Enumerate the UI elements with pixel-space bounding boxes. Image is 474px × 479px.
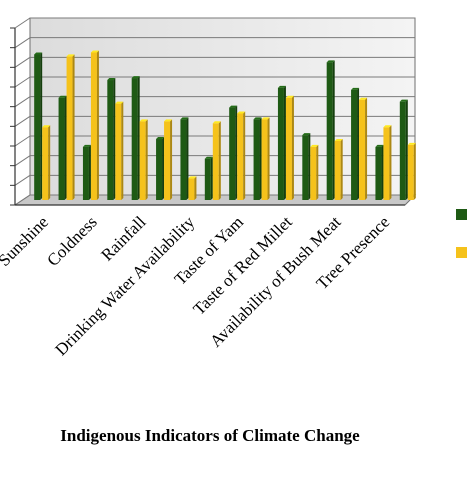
bar-1-14: [351, 87, 360, 200]
bar-1-1: [34, 52, 43, 200]
gridline-depth: [14, 17, 31, 29]
gridline-depth: [14, 76, 31, 88]
bar-1-12: [302, 133, 311, 200]
x-tick-label: Coldness: [43, 212, 101, 270]
bar-2-6: [164, 119, 173, 200]
x-axis-title: Indigenous Indicators of Climate Change: [60, 426, 360, 445]
bar-2-9: [237, 111, 246, 200]
bar-2-5: [139, 119, 148, 200]
bar-2-2: [66, 54, 75, 200]
gridline-depth: [14, 135, 31, 147]
bar-2-3: [90, 50, 99, 200]
bar-1-10: [253, 117, 262, 200]
gridline-depth: [14, 115, 31, 127]
bar-2-16: [407, 142, 416, 200]
gridline-depth: [14, 194, 31, 206]
bar-2-1: [42, 125, 51, 200]
bar-1-8: [204, 156, 213, 200]
bar-1-3: [82, 144, 91, 200]
bar-1-4: [107, 78, 116, 200]
legend-item-series-1: [452, 205, 474, 225]
legend-swatch-series-2: [456, 247, 467, 258]
gridline-depth: [14, 96, 31, 108]
bar-1-2: [58, 95, 67, 200]
bar-2-14: [359, 97, 368, 200]
bar-2-4: [115, 101, 124, 200]
legend-item-series-2: [452, 243, 474, 263]
bar-2-10: [261, 117, 270, 200]
bar-1-7: [180, 117, 189, 200]
bar-1-11: [277, 85, 286, 200]
bar-2-8: [212, 121, 221, 200]
bar-2-12: [310, 144, 319, 200]
bar-1-13: [326, 60, 335, 201]
bar-2-15: [383, 125, 392, 200]
gridline-depth: [14, 155, 31, 167]
bar-2-7: [188, 176, 197, 200]
bar-1-6: [156, 137, 165, 200]
bar-2-11: [285, 95, 294, 200]
gridline-depth: [14, 56, 31, 68]
bar-1-15: [375, 144, 384, 200]
x-tick-label: Sunshine: [0, 212, 52, 270]
gridline-depth: [14, 174, 31, 186]
legend-swatch-series-1: [456, 209, 467, 220]
gridline-depth: [14, 37, 31, 49]
bar-1-5: [131, 76, 140, 200]
bar-1-16: [399, 99, 408, 200]
bar-2-13: [334, 139, 343, 200]
bar-1-9: [229, 105, 238, 200]
